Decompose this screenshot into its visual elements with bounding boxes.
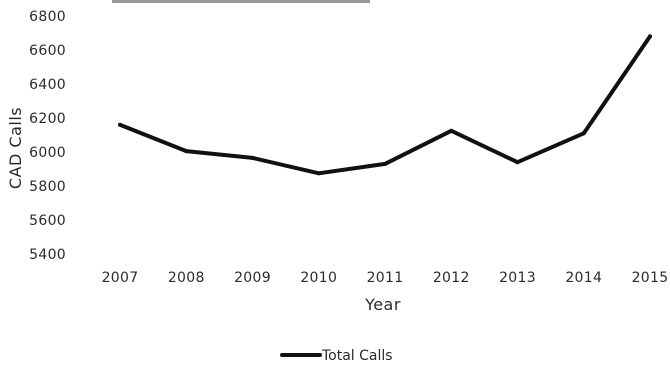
x-tick-label: 2008 [168,270,205,286]
legend: Total Calls [280,348,393,364]
y-axis-title: CAD Calls [6,107,25,189]
legend-label-total-calls: Total Calls [321,348,393,364]
x-tick-label: 2011 [367,270,404,286]
x-tick-label: 2015 [632,270,669,286]
y-axis: 5400 5600 5800 6000 6200 6400 6600 6800 [29,9,66,263]
y-tick-label: 5400 [29,247,66,263]
y-tick-label: 6400 [29,77,66,93]
data-point [316,171,321,176]
y-tick-label: 5600 [29,213,66,229]
x-axis-title: Year [364,295,401,314]
data-point [118,122,122,127]
y-tick-label: 5800 [29,179,66,195]
y-tick-label: 6800 [29,9,66,25]
x-tick-label: 2012 [433,270,470,286]
data-point [648,34,652,39]
data-point [250,155,255,160]
x-tick-label: 2014 [565,270,602,286]
series-group [118,34,652,176]
data-point [184,149,189,154]
y-tick-label: 6600 [29,43,66,59]
x-tick-label: 2007 [102,270,139,286]
y-tick-label: 6000 [29,145,66,161]
y-tick-label: 6200 [29,111,66,127]
x-tick-label: 2013 [499,270,536,286]
data-point [581,131,586,136]
header-divider [112,0,370,3]
data-point [449,128,454,133]
data-point [383,161,387,166]
series-line-total-calls [118,34,652,176]
x-axis: 2007 2008 2009 2010 2011 2012 2013 2014 2015 [102,270,669,286]
data-point [515,160,520,165]
x-tick-label: 2009 [234,270,271,286]
x-tick-label: 2010 [300,270,337,286]
